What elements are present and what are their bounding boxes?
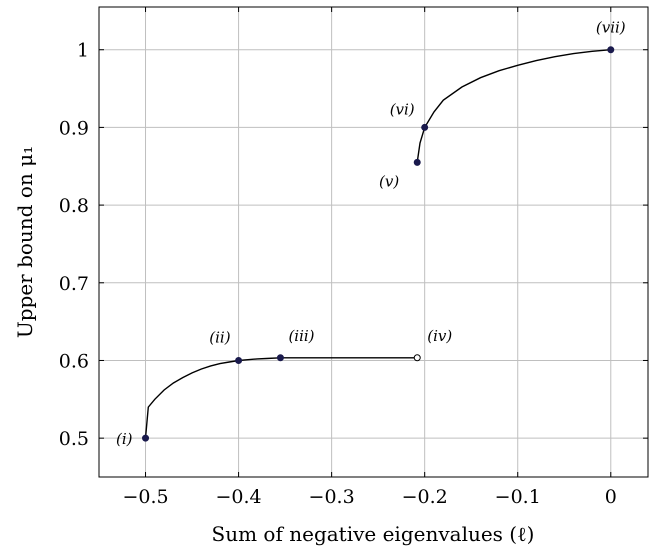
series-line-1: [144, 357, 418, 439]
point-label: (iii): [288, 327, 314, 345]
x-tick-label: 0: [605, 486, 617, 508]
x-tick-label: −0.3: [309, 486, 355, 508]
marker-point: [413, 158, 421, 166]
x-tick-label: −0.5: [122, 486, 168, 508]
marker-point: [142, 434, 150, 442]
point-label: (v): [379, 172, 399, 190]
point-label: (vii): [596, 19, 626, 37]
plot-frame: [98, 6, 649, 478]
marker-point: [607, 46, 615, 54]
point-labels: (i) (ii) (iii) (iv) (v) (vi) (vii): [116, 19, 626, 448]
tick-labels: −0.5 −0.4 −0.3 −0.2 −0.1 0 0.5 0.6 0.7 0.8 0.9 1: [59, 7, 648, 508]
markers: [142, 46, 615, 442]
x-tick-label: −0.4: [216, 486, 262, 508]
point-label: (i): [116, 430, 133, 448]
y-tick-label: 0.6: [59, 350, 89, 372]
marker-point: [276, 354, 284, 362]
x-tick-label: −0.1: [495, 486, 541, 508]
marker-point: [235, 356, 243, 364]
x-axis-label: Sum of negative eigenvalues (ℓ): [212, 522, 535, 546]
y-tick-label: 1: [77, 40, 89, 62]
marker-point: [413, 354, 421, 362]
y-axis-label: Upper bound on μ₁: [13, 146, 37, 338]
marker-point: [421, 123, 429, 131]
y-tick-label: 0.5: [59, 428, 89, 450]
y-tick-label: 0.7: [59, 273, 89, 295]
point-label: (ii): [209, 328, 230, 346]
curves: [144, 49, 611, 439]
series-line-2: [416, 49, 611, 163]
y-tick-label: 0.9: [59, 117, 89, 139]
point-label: (iv): [427, 327, 452, 345]
grid-lines: [99, 7, 648, 477]
y-tick-label: 0.8: [59, 195, 89, 217]
point-label: (vi): [390, 100, 415, 118]
x-tick-label: −0.2: [402, 486, 448, 508]
